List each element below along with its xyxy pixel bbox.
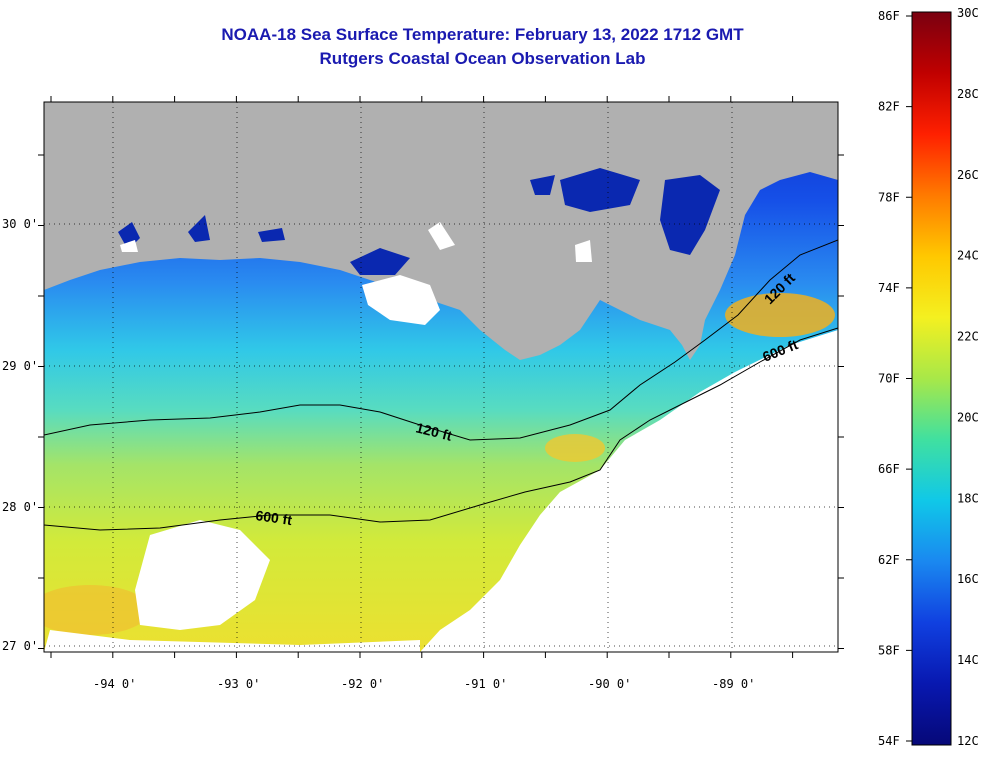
colorbar-f-label: 74F	[878, 281, 900, 295]
x-tick-label: -91 0'	[464, 677, 507, 691]
contour-120ft	[44, 239, 838, 441]
warm-patch	[44, 585, 150, 635]
y-tick-label: 27 0'	[2, 639, 38, 653]
colorbar	[911, 11, 952, 746]
colorbar-c-label: 16C	[957, 572, 979, 586]
colorbar-c-label: 12C	[957, 734, 979, 748]
colorbar-f-label: 86F	[878, 9, 900, 23]
colorbar-c-label: 26C	[957, 168, 979, 182]
colorbar-f-label: 82F	[878, 100, 900, 114]
lake	[530, 175, 555, 195]
y-tick-label: 29 0'	[2, 359, 38, 373]
map-title: NOAA-18 Sea Surface Temperature: Februar…	[221, 25, 744, 44]
lake	[350, 248, 410, 275]
colorbar-f-label: 58F	[878, 643, 900, 657]
map-subtitle: Rutgers Coastal Ocean Observation Lab	[319, 49, 646, 68]
colorbar-c-label: 24C	[957, 249, 979, 263]
colorbar-c-label: 30C	[957, 6, 979, 20]
y-tick-label: 28 0'	[2, 500, 38, 514]
colorbar-f-labels: 86F 82F 78F 74F 70F 66F 62F 58F 54F	[878, 9, 912, 748]
cloud-region	[420, 330, 838, 652]
colorbar-f-label: 54F	[878, 734, 900, 748]
x-tick-label: -94 0'	[93, 677, 136, 691]
y-axis-labels: 30 0' 29 0' 28 0' 27 0'	[2, 217, 38, 653]
lake	[560, 168, 640, 212]
contour-600ft	[44, 327, 838, 531]
colorbar-f-label: 70F	[878, 372, 900, 386]
map-frame	[43, 101, 839, 653]
colorbar-f-label: 62F	[878, 553, 900, 567]
colorbar-c-label: 14C	[957, 653, 979, 667]
x-tick-label: -89 0'	[712, 677, 755, 691]
warm-patch	[545, 434, 605, 462]
colorbar-c-label: 20C	[957, 410, 979, 424]
colorbar-c-label: 28C	[957, 87, 979, 101]
cloud-region	[44, 630, 420, 652]
lake	[660, 175, 720, 255]
graticule	[44, 102, 838, 652]
x-axis-labels: -94 0' -93 0' -92 0' -91 0' -90 0' -89 0…	[93, 677, 755, 691]
colorbar-f-label: 78F	[878, 190, 900, 204]
x-tick-label: -92 0'	[341, 677, 384, 691]
colorbar-f-label: 66F	[878, 462, 900, 476]
marsh-area	[120, 240, 138, 252]
marsh-area	[428, 222, 455, 250]
frame-ticks	[38, 96, 844, 658]
cloud-region	[135, 520, 270, 630]
warm-patch	[725, 293, 835, 337]
marsh-area	[575, 240, 592, 262]
marsh-area	[362, 275, 440, 325]
x-tick-label: -90 0'	[588, 677, 631, 691]
contour-label-600: 600 ft	[255, 507, 294, 528]
lake	[258, 228, 285, 242]
lake	[188, 215, 210, 242]
colorbar-c-label: 18C	[957, 491, 979, 505]
colorbar-c-label: 22C	[957, 330, 979, 344]
y-tick-label: 30 0'	[2, 217, 38, 231]
colorbar-c-labels: 30C 28C 26C 24C 22C 20C 18C 16C 14C 12C	[957, 6, 979, 748]
x-tick-label: -93 0'	[217, 677, 260, 691]
